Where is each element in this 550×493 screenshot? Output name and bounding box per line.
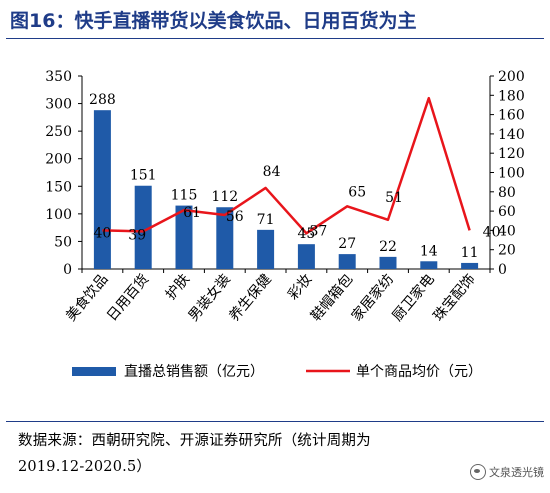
watermark: 文泉透光镜 xyxy=(470,464,544,480)
left-tick-label: 200 xyxy=(45,152,72,168)
title-divider xyxy=(6,38,544,39)
left-tick-label: 0 xyxy=(63,262,72,278)
right-tick-label: 180 xyxy=(498,88,525,104)
bar xyxy=(257,229,275,269)
line-value-label: 39 xyxy=(128,227,146,243)
source-note: 数据来源：西朝研究院、开源证券研究所（统计周期为 2019.12-2020.5） xyxy=(18,428,546,480)
bar xyxy=(420,261,438,269)
right-tick-label: 20 xyxy=(498,243,516,259)
line-value-label: 40 xyxy=(483,224,501,240)
line-value-label: 84 xyxy=(263,164,281,180)
source-line-2: 2019.12-2020.5） xyxy=(18,459,152,475)
line-value-label: 37 xyxy=(309,223,327,239)
source-divider xyxy=(6,421,544,422)
bar xyxy=(93,110,111,269)
bar xyxy=(297,244,315,269)
line-value-label: 61 xyxy=(183,205,201,221)
bar-value-label: 71 xyxy=(257,212,275,228)
right-tick-label: 100 xyxy=(498,166,525,182)
left-tick-label: 50 xyxy=(54,234,72,250)
category-label: 厨卫家电 xyxy=(389,271,438,325)
line-value-label: 40 xyxy=(93,225,111,241)
legend-bar-label: 直播总销售额（亿元） xyxy=(124,363,264,380)
source-line-1: 数据来源：西朝研究院、开源证券研究所（统计周期为 xyxy=(18,433,371,449)
bar xyxy=(134,185,152,269)
category-label: 男装女装 xyxy=(185,271,234,325)
bar xyxy=(461,262,479,269)
line-path xyxy=(102,96,471,235)
category-label: 鞋帽箱包 xyxy=(308,271,356,324)
category-label: 养生保健 xyxy=(226,271,274,324)
legend-bar-swatch xyxy=(72,367,116,376)
right-tick-label: 80 xyxy=(498,185,516,201)
right-tick-label: 120 xyxy=(498,146,525,162)
bar xyxy=(379,256,397,269)
legend: 直播总销售额（亿元） 单个商品均价（元） xyxy=(72,363,482,380)
legend-line-label: 单个商品均价（元） xyxy=(356,364,482,380)
category-label: 彩妆 xyxy=(285,271,315,303)
right-tick-label: 60 xyxy=(498,204,516,220)
bar-value-label: 112 xyxy=(211,189,238,205)
bar-value-label: 14 xyxy=(420,243,438,259)
wechat-icon xyxy=(470,464,486,480)
category-label: 家居家纺 xyxy=(348,271,397,325)
bar xyxy=(338,254,356,269)
bar xyxy=(216,207,234,269)
chart-axes: 0 50 100 150 200 250 300 350 0 20 40 60 80 100 120 140 1… xyxy=(45,69,524,278)
bar-value-label: 11 xyxy=(461,245,479,261)
line-value-label: 56 xyxy=(226,209,244,225)
left-tick-label: 300 xyxy=(45,97,72,113)
left-tick-label: 150 xyxy=(45,179,72,195)
figure-title: 图16：快手直播带货以美食饮品、日用百货为主 xyxy=(10,10,417,32)
bar-value-label: 45 xyxy=(297,226,315,242)
left-tick-label: 250 xyxy=(45,124,72,140)
watermark-text: 文泉透光镜 xyxy=(489,466,544,479)
category-label: 护肤 xyxy=(163,271,193,303)
right-tick-label: 140 xyxy=(498,127,525,143)
bar-value-label: 151 xyxy=(130,168,157,184)
category-label: 珠宝配饰 xyxy=(430,271,478,324)
left-tick-label: 350 xyxy=(45,69,72,85)
bar-value-label: 115 xyxy=(171,188,198,204)
combo-chart: 0 50 100 150 200 250 300 350 0 20 40 60 80 100 120 140 1… xyxy=(45,69,524,380)
right-tick-label: 200 xyxy=(498,69,525,85)
right-tick-label: 40 xyxy=(498,223,516,239)
left-tick-label: 100 xyxy=(45,207,72,223)
bar-value-label: 288 xyxy=(89,92,116,108)
category-label: 美食饮品 xyxy=(62,271,111,325)
bar-value-label: 22 xyxy=(379,239,397,255)
right-tick-label: 160 xyxy=(498,108,525,124)
bar xyxy=(175,205,193,269)
right-tick-label: 0 xyxy=(498,262,507,278)
line-value-label: 51 xyxy=(385,190,403,206)
line-series xyxy=(102,96,471,235)
category-label: 日用百货 xyxy=(103,271,152,325)
line-value-label: 65 xyxy=(348,184,366,200)
bar-value-label: 27 xyxy=(338,236,356,252)
